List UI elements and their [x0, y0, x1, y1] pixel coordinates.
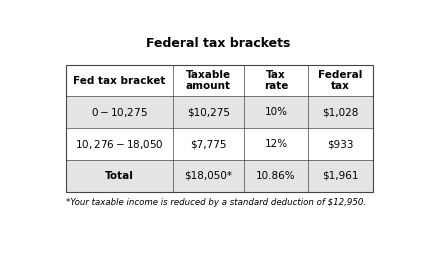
- Text: $10,276 - $18,050: $10,276 - $18,050: [75, 138, 164, 151]
- Text: $933: $933: [327, 139, 354, 149]
- Text: 12%: 12%: [264, 139, 287, 149]
- Text: $10,275: $10,275: [187, 107, 230, 117]
- Bar: [66, 128, 373, 160]
- Text: Total: Total: [105, 171, 134, 181]
- Text: Taxable
amount: Taxable amount: [186, 70, 231, 91]
- Text: 10%: 10%: [264, 107, 287, 117]
- Text: *Your taxable income is reduced by a standard deduction of $12,950.: *Your taxable income is reduced by a sta…: [66, 198, 366, 207]
- Text: $0 - $10,275: $0 - $10,275: [91, 106, 148, 119]
- Text: $1,028: $1,028: [322, 107, 359, 117]
- Text: $18,050*: $18,050*: [184, 171, 232, 181]
- Text: $7,775: $7,775: [190, 139, 227, 149]
- Bar: [66, 97, 373, 128]
- Text: 10.86%: 10.86%: [256, 171, 296, 181]
- Text: Federal
tax: Federal tax: [318, 70, 363, 91]
- Text: $1,961: $1,961: [322, 171, 359, 181]
- Text: Tax
rate: Tax rate: [264, 70, 288, 91]
- Text: Fed tax bracket: Fed tax bracket: [74, 76, 166, 86]
- Bar: [66, 65, 373, 192]
- Bar: [66, 65, 373, 97]
- Bar: [66, 160, 373, 192]
- Text: Federal tax brackets: Federal tax brackets: [146, 37, 290, 50]
